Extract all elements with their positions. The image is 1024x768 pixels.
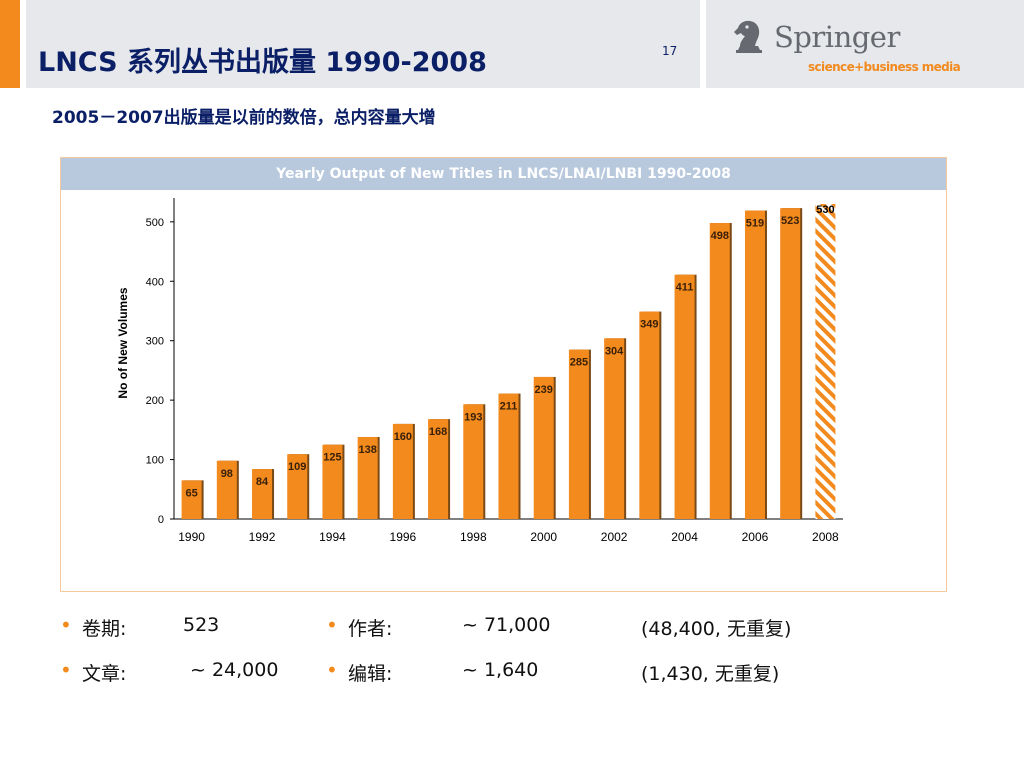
- volumes-value: 523: [183, 614, 220, 636]
- chart-title: Yearly Output of New Titles in LNCS/LNAI…: [61, 158, 946, 190]
- title-band: [26, 0, 700, 88]
- y-tick-label: 300: [146, 336, 164, 348]
- authors-value: ~ 71,000: [462, 614, 551, 636]
- bar-1997: [428, 419, 449, 519]
- y-tick-label: 500: [146, 217, 164, 229]
- data-label-1990: 65: [185, 487, 197, 499]
- x-tick-label: 2006: [742, 530, 769, 544]
- slide-title: LNCS 系列丛书出版量 1990-2008: [38, 47, 487, 78]
- springer-logo: Springer science+business media: [730, 14, 961, 78]
- data-label-2003: 349: [640, 319, 658, 331]
- data-label-2004: 411: [676, 282, 694, 294]
- articles-value: ~ 24,000: [190, 659, 279, 681]
- bar-1995: [357, 436, 378, 519]
- x-tick-label: 1998: [460, 530, 487, 544]
- authors-note: (48,400, 无重复): [641, 618, 792, 640]
- data-label-1992: 84: [256, 476, 269, 488]
- bar-1990: [181, 480, 202, 519]
- x-tick-label: 1990: [178, 530, 205, 544]
- bar-1993: [287, 454, 308, 519]
- x-tick-label: 2008: [812, 530, 839, 544]
- editors-label: 编辑:: [348, 663, 393, 685]
- x-tick-label: 2000: [530, 530, 557, 544]
- articles-label: 文章:: [82, 663, 127, 685]
- x-tick-label: 2004: [671, 530, 698, 544]
- data-label-2000: 239: [535, 384, 553, 396]
- x-tick-label: 2002: [601, 530, 628, 544]
- bar-2000: [533, 376, 554, 519]
- data-label-1998: 193: [464, 411, 482, 423]
- bar-1992: [252, 469, 273, 519]
- data-label-2001: 285: [570, 357, 588, 369]
- data-label-2008: 530: [816, 204, 834, 216]
- bar-1996: [392, 423, 413, 519]
- data-label-1991: 98: [221, 468, 233, 480]
- authors-label: 作者:: [348, 618, 393, 640]
- bar-2005: [709, 223, 730, 519]
- data-label-2006: 519: [746, 218, 764, 230]
- logo-band: [706, 0, 1024, 88]
- bar-1991: [216, 460, 237, 519]
- data-label-1994: 125: [323, 452, 341, 464]
- y-tick-label: 200: [146, 395, 164, 407]
- data-label-2007: 523: [781, 215, 799, 227]
- bar-2006: [744, 210, 765, 520]
- bullet-icon: •: [60, 658, 72, 682]
- data-label-1993: 109: [288, 461, 306, 473]
- accent-stripe: [0, 0, 20, 88]
- data-label-1997: 168: [429, 426, 447, 438]
- bar-2007: [780, 208, 801, 519]
- bar-2003: [639, 311, 660, 519]
- editors-value: ~ 1,640: [462, 659, 539, 681]
- y-axis-label: No of New Volumes: [116, 287, 130, 398]
- bullet-icon: •: [326, 613, 338, 637]
- bar-2008: [815, 204, 836, 519]
- x-tick-label: 1996: [390, 530, 417, 544]
- knight-chess-icon: [734, 20, 762, 53]
- data-label-1996: 160: [394, 431, 412, 443]
- data-label-2002: 304: [605, 345, 624, 357]
- bar-1994: [322, 444, 343, 519]
- data-label-2005: 498: [711, 230, 729, 242]
- data-label-1995: 138: [358, 444, 376, 456]
- y-tick-label: 100: [146, 455, 164, 467]
- x-tick-label: 1992: [249, 530, 276, 544]
- data-label-1999: 211: [500, 401, 518, 413]
- bar-1999: [498, 393, 519, 519]
- y-tick-label: 0: [158, 514, 164, 526]
- bar-2004: [674, 274, 695, 519]
- bullet-icon: •: [326, 658, 338, 682]
- x-tick-label: 1994: [319, 530, 346, 544]
- bar-2001: [568, 349, 589, 519]
- bar-1998: [463, 404, 484, 519]
- bar-chart: 0 100 200 300 400 500 65 1990 98 84 1992 109 125 199…: [116, 198, 843, 544]
- bar-2002: [604, 338, 625, 519]
- bullet-icon: •: [60, 613, 72, 637]
- logo-wordmark: Springer: [774, 20, 900, 54]
- editors-note: (1,430, 无重复): [641, 663, 780, 685]
- page-number: 17: [662, 44, 678, 58]
- y-tick-label: 400: [146, 276, 164, 288]
- logo-tagline: science+business media: [808, 60, 961, 74]
- volumes-label: 卷期:: [82, 618, 127, 640]
- chart-panel: Yearly Output of New Titles in LNCS/LNAI…: [60, 157, 947, 592]
- slide-subtitle: 2005－2007出版量是以前的数倍，总内容量大增: [52, 108, 436, 128]
